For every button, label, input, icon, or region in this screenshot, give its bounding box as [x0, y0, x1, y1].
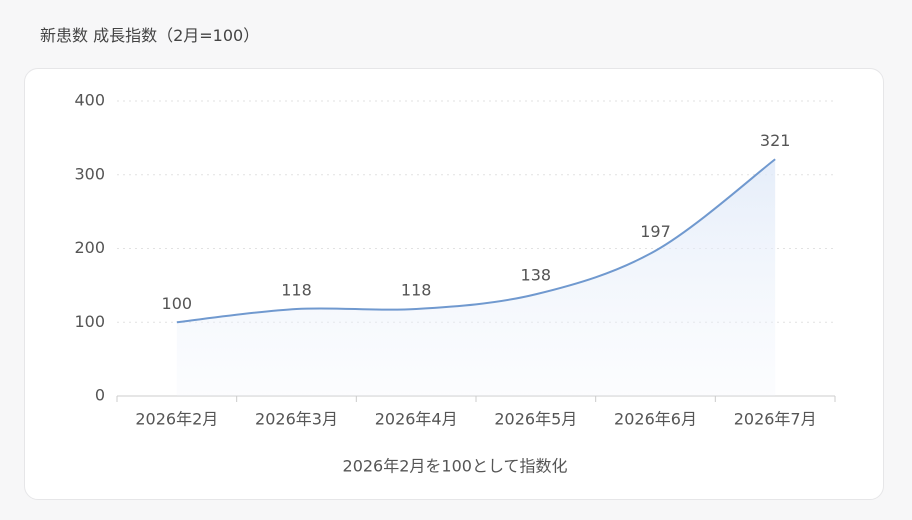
x-tick-label: 2026年5月	[494, 410, 577, 429]
x-tick-label: 2026年2月	[135, 410, 218, 429]
chart-title: 新患数 成長指数（2月=100）	[40, 26, 260, 45]
x-tick-label: 2026年4月	[375, 410, 458, 429]
data-label: 138	[521, 266, 552, 285]
y-tick-label: 300	[74, 164, 105, 183]
y-tick-label: 100	[74, 312, 105, 331]
data-label: 118	[401, 280, 432, 299]
data-label: 197	[640, 222, 671, 241]
y-tick-label: 400	[74, 91, 105, 110]
x-tick-label: 2026年7月	[734, 410, 817, 429]
data-label: 118	[281, 280, 312, 299]
data-label: 321	[760, 131, 791, 150]
area	[176, 159, 776, 396]
x-axis-label: 2026年2月を100として指数化	[343, 457, 568, 476]
line	[176, 158, 776, 324]
x-tick-label: 2026年6月	[614, 410, 697, 429]
data-label: 100	[162, 294, 193, 313]
y-tick-label: 200	[74, 238, 105, 257]
y-tick-label: 0	[95, 386, 105, 405]
x-tick-label: 2026年3月	[255, 410, 338, 429]
